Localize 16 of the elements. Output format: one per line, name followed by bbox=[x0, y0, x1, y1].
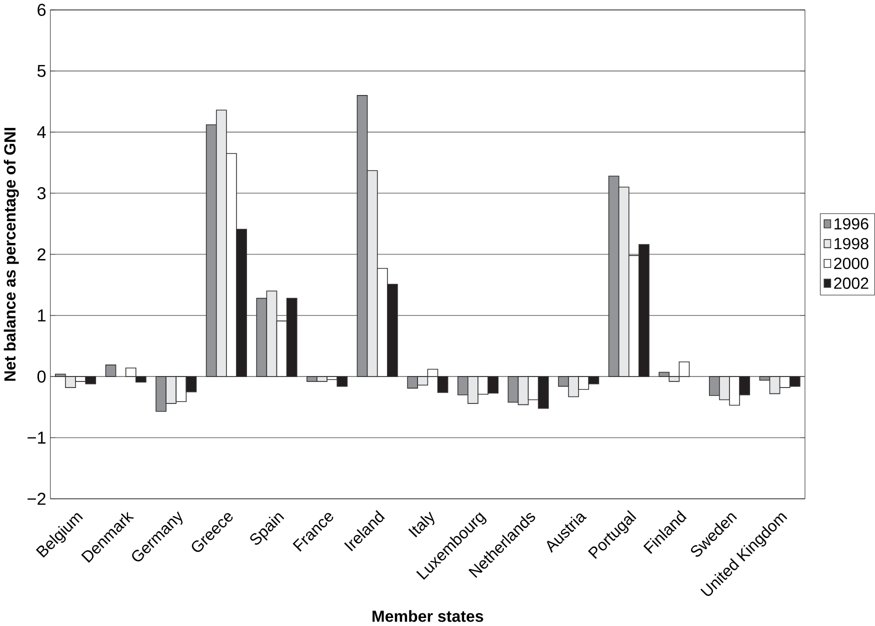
y-tick-label: 2 bbox=[38, 248, 46, 260]
y-tick-label: 5 bbox=[37, 65, 46, 78]
y-tick-label: 1 bbox=[38, 310, 46, 322]
y-axis-title: Net balance as percentage of GNI bbox=[4, 128, 19, 381]
x-axis-title: Member states bbox=[372, 610, 484, 622]
legend-label: 1998 bbox=[834, 238, 868, 250]
y-tick-label: 3 bbox=[37, 187, 46, 200]
y-tick-label: −2 bbox=[28, 492, 46, 505]
legend-label: 2002 bbox=[834, 278, 868, 290]
y-tick-label: 0 bbox=[37, 370, 46, 383]
bar bbox=[105, 364, 116, 378]
legend-label: 2000 bbox=[834, 258, 868, 270]
y-tick-label: 6 bbox=[38, 4, 46, 16]
y-tick-label: 4 bbox=[37, 126, 46, 138]
legend-label: 1996 bbox=[834, 218, 868, 230]
y-tick-label: −1 bbox=[28, 432, 46, 444]
